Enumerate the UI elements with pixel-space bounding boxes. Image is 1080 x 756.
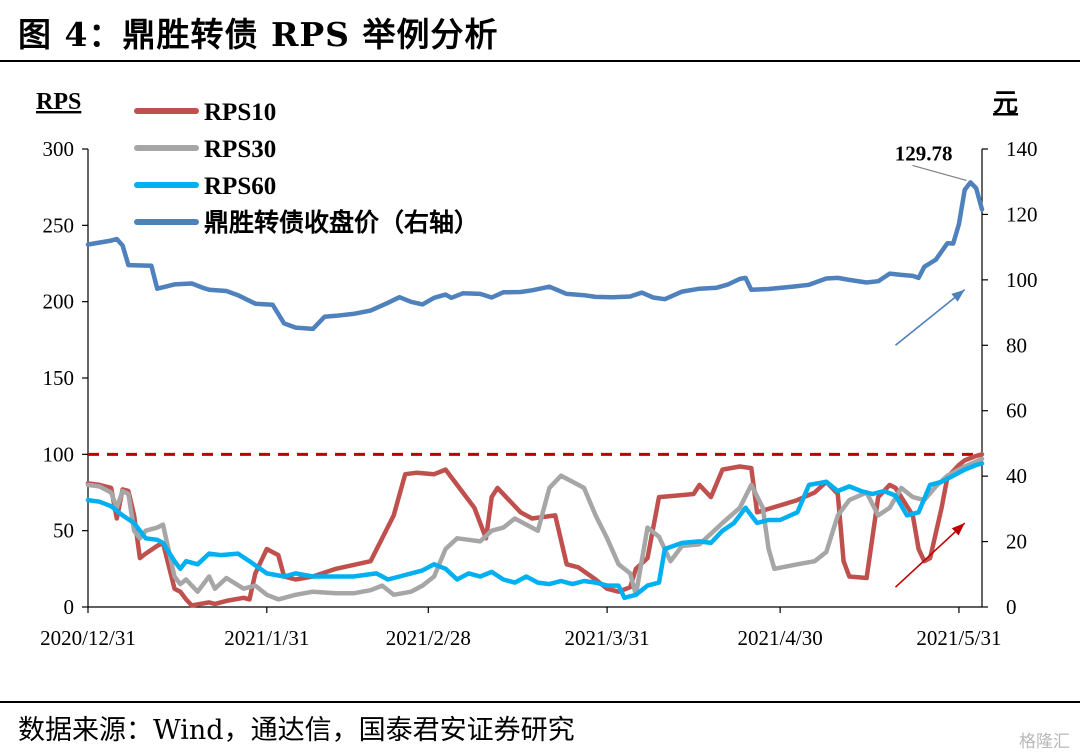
legend-label-3: RPS60 (204, 173, 276, 200)
left-tick-label: 100 (43, 442, 75, 466)
right-tick-label: 60 (1006, 399, 1027, 423)
legend-label-1: RPS10 (204, 99, 276, 126)
annotation-leader (912, 164, 967, 182)
top-rule (0, 60, 1080, 62)
left-tick-label: 0 (64, 595, 75, 619)
x-tick-label: 2021/5/31 (916, 626, 1001, 650)
right-tick-label: 80 (1006, 333, 1027, 357)
series-layer: 129.78 (85, 141, 985, 608)
right-tick-label: 120 (1006, 202, 1038, 226)
left-tick-label: 300 (43, 137, 75, 161)
trend-arrow-1 (894, 289, 966, 346)
legend-label-4: 鼎胜转债收盘价（右轴） (204, 208, 479, 237)
left-tick-label: 250 (43, 213, 75, 237)
legend: RPS10 RPS30 RPS60 鼎胜转债收盘价（右轴） (134, 99, 479, 237)
source-note: 数据来源：Wind，通达信，国泰君安证券研究 (18, 715, 575, 746)
right-tick-label: 20 (1006, 530, 1027, 554)
left-tick-label: 50 (53, 519, 74, 543)
trend-arrowhead-2 (951, 523, 965, 536)
chart-title: 图 4：鼎胜转债 RPS 举例分析 (18, 15, 499, 54)
axes: 0 50 100 150 200 250 300 0 20 40 60 80 100 120 140 2020… (36, 89, 1038, 650)
right-tick-label: 40 (1006, 464, 1027, 488)
legend-label-2: RPS30 (204, 136, 276, 163)
series-line-1 (85, 452, 985, 608)
left-axis-title: RPS (36, 89, 81, 115)
x-tick-label: 2021/1/31 (224, 626, 309, 650)
x-tick-label: 2020/12/31 (40, 626, 136, 650)
x-tick-label: 2021/2/28 (386, 626, 471, 650)
chart-canvas: 0 50 100 150 200 250 300 0 20 40 60 80 100 120 140 2020… (36, 89, 1038, 650)
trend-arrowhead-1 (951, 289, 965, 302)
series-line-2 (85, 456, 985, 602)
right-axis-title: 元 (993, 90, 1018, 117)
left-tick-label: 150 (43, 366, 75, 390)
series-line-3 (85, 461, 985, 601)
right-tick-label: 100 (1006, 268, 1038, 292)
bottom-rule (0, 701, 1080, 703)
trend-arrow-2 (894, 522, 966, 588)
right-tick-label: 140 (1006, 137, 1038, 161)
series-line-4 (85, 180, 985, 332)
x-tick-label: 2021/4/30 (738, 626, 823, 650)
watermark: 格隆汇 (1019, 732, 1070, 752)
right-tick-label: 0 (1006, 595, 1017, 619)
x-tick-label: 2021/3/31 (565, 626, 650, 650)
annotation-label: 129.78 (895, 141, 953, 165)
left-tick-label: 200 (43, 290, 75, 314)
